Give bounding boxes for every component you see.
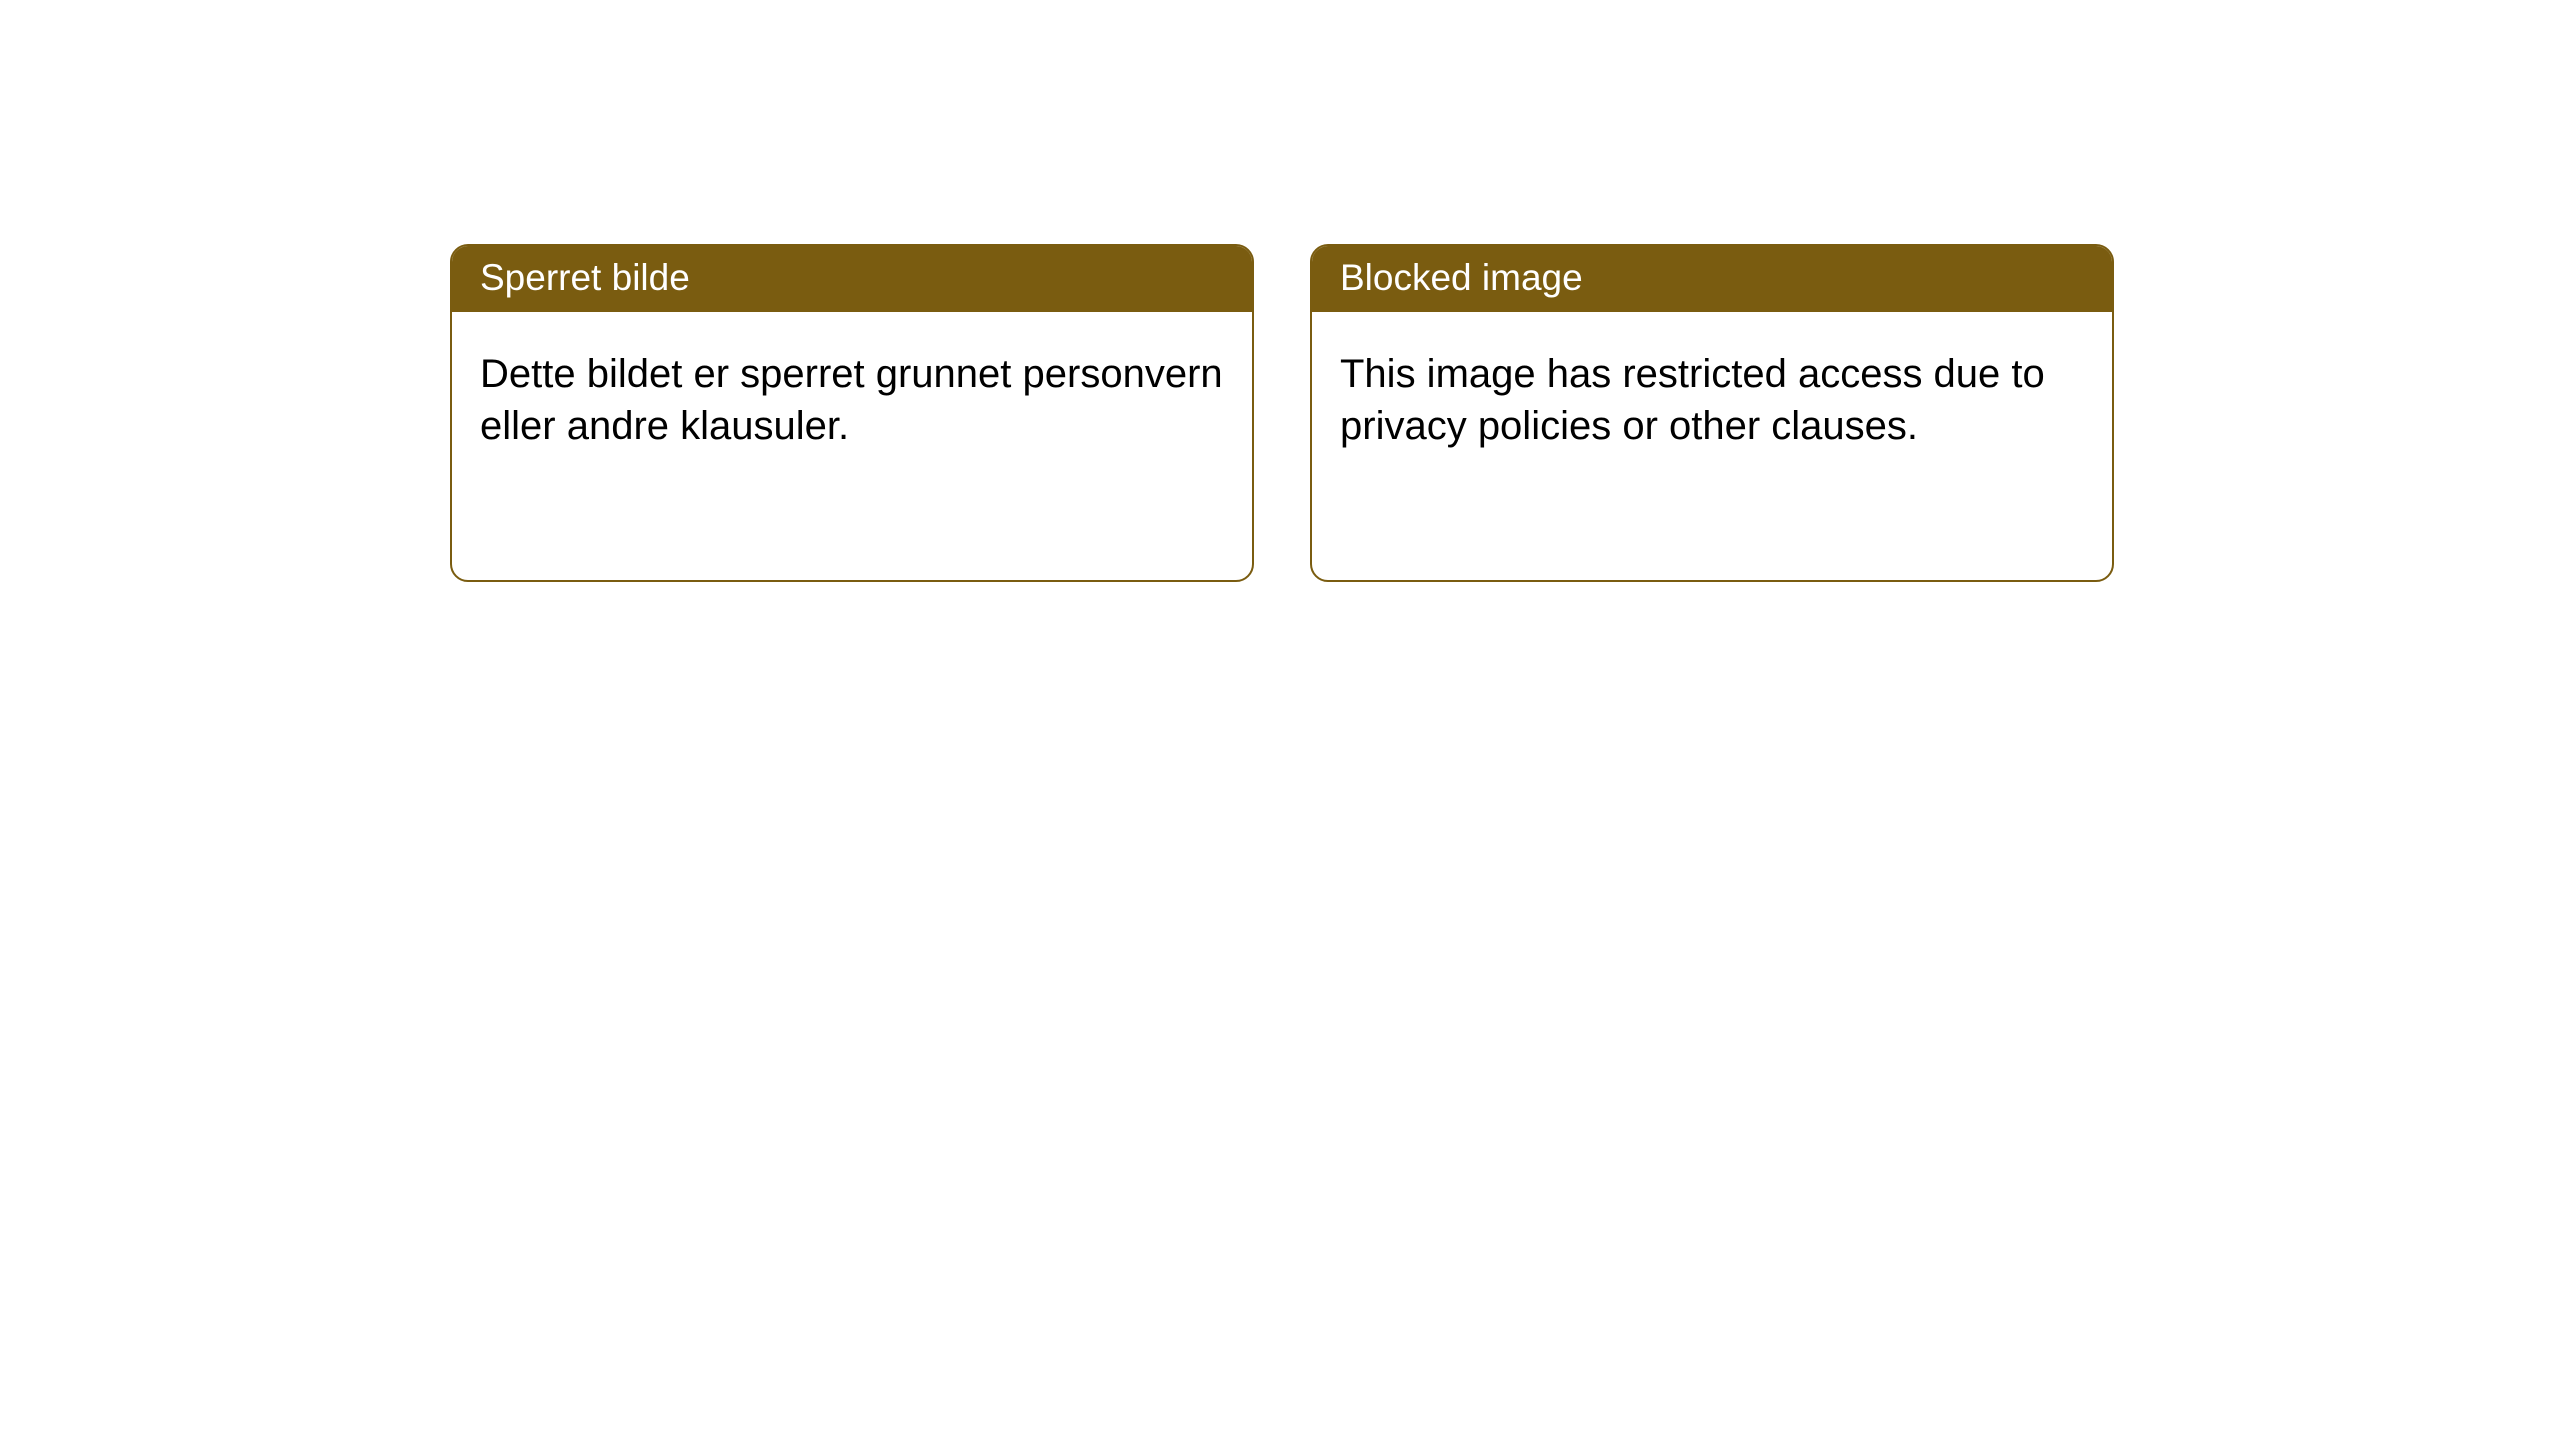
notice-title: Sperret bilde	[480, 257, 690, 298]
notice-body: Dette bildet er sperret grunnet personve…	[452, 312, 1252, 480]
notice-title: Blocked image	[1340, 257, 1583, 298]
notice-card-norwegian: Sperret bilde Dette bildet er sperret gr…	[450, 244, 1254, 582]
notice-body: This image has restricted access due to …	[1312, 312, 2112, 480]
notice-text: Dette bildet er sperret grunnet personve…	[480, 352, 1223, 448]
notice-header: Sperret bilde	[452, 246, 1252, 312]
notice-text: This image has restricted access due to …	[1340, 352, 2045, 448]
notice-card-english: Blocked image This image has restricted …	[1310, 244, 2114, 582]
notice-container: Sperret bilde Dette bildet er sperret gr…	[0, 0, 2560, 582]
notice-header: Blocked image	[1312, 246, 2112, 312]
